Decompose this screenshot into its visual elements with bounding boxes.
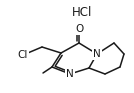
Text: N: N xyxy=(66,69,74,79)
Text: HCl: HCl xyxy=(72,5,92,19)
Text: O: O xyxy=(75,24,83,34)
Text: Cl: Cl xyxy=(18,50,28,60)
Text: N: N xyxy=(93,49,101,59)
